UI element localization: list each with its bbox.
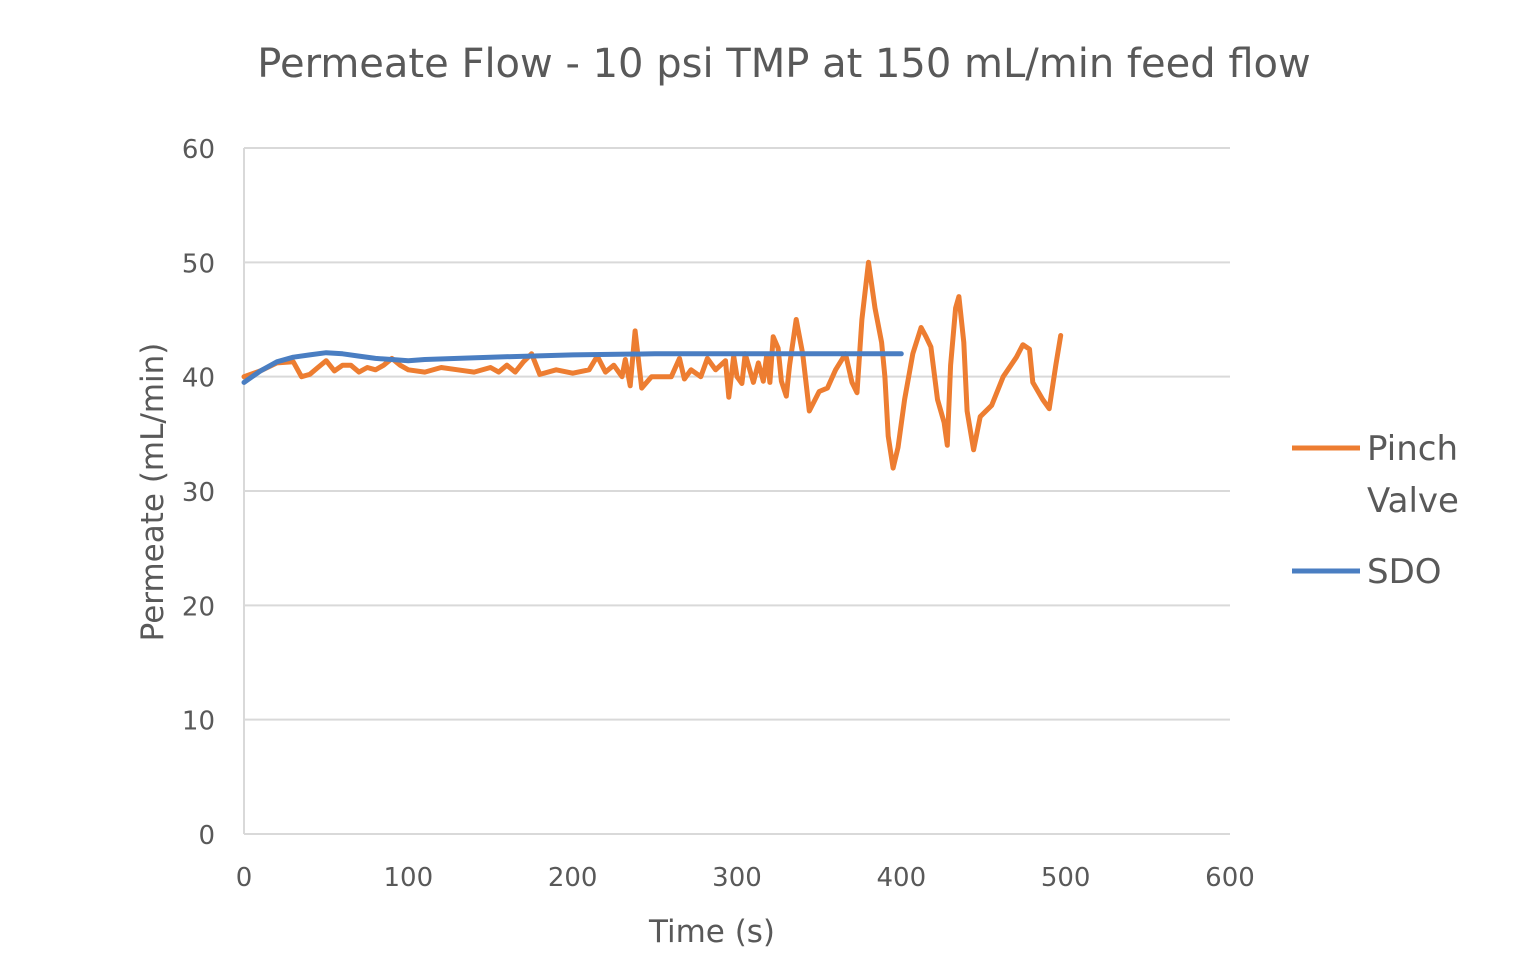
y-axis-label: Permeate (mL/min) [135, 343, 171, 642]
y-tick-label: 30 [182, 478, 215, 508]
x-tick-label: 100 [384, 863, 434, 893]
x-tick-label: 0 [236, 863, 253, 893]
series-group [241, 259, 1064, 471]
x-tick-label: 500 [1041, 863, 1091, 893]
series-line-pinch-valve [241, 259, 1064, 471]
legend-label: Pinch Valve [1367, 429, 1459, 521]
x-tick-label: 200 [548, 863, 598, 893]
x-tick-label: 300 [712, 863, 762, 893]
chart-title: Permeate Flow - 10 psi TMP at 150 mL/min… [257, 41, 1310, 87]
legend-label: SDO [1367, 552, 1442, 592]
series-line-sdo [241, 350, 904, 385]
y-tick-label: 10 [182, 707, 215, 737]
legend: Pinch Valve SDO [1292, 429, 1459, 592]
y-tick-label: 60 [182, 135, 215, 165]
y-tick-label: 40 [182, 364, 215, 394]
gridlines [244, 147, 1230, 721]
x-tick-label: 400 [877, 863, 927, 893]
x-axis-label: Time (s) [648, 914, 775, 950]
y-tick-label: 20 [182, 592, 215, 622]
x-tick-label: 600 [1205, 863, 1255, 893]
y-tick-label: 50 [182, 249, 215, 279]
y-tick-label: 0 [198, 821, 215, 851]
